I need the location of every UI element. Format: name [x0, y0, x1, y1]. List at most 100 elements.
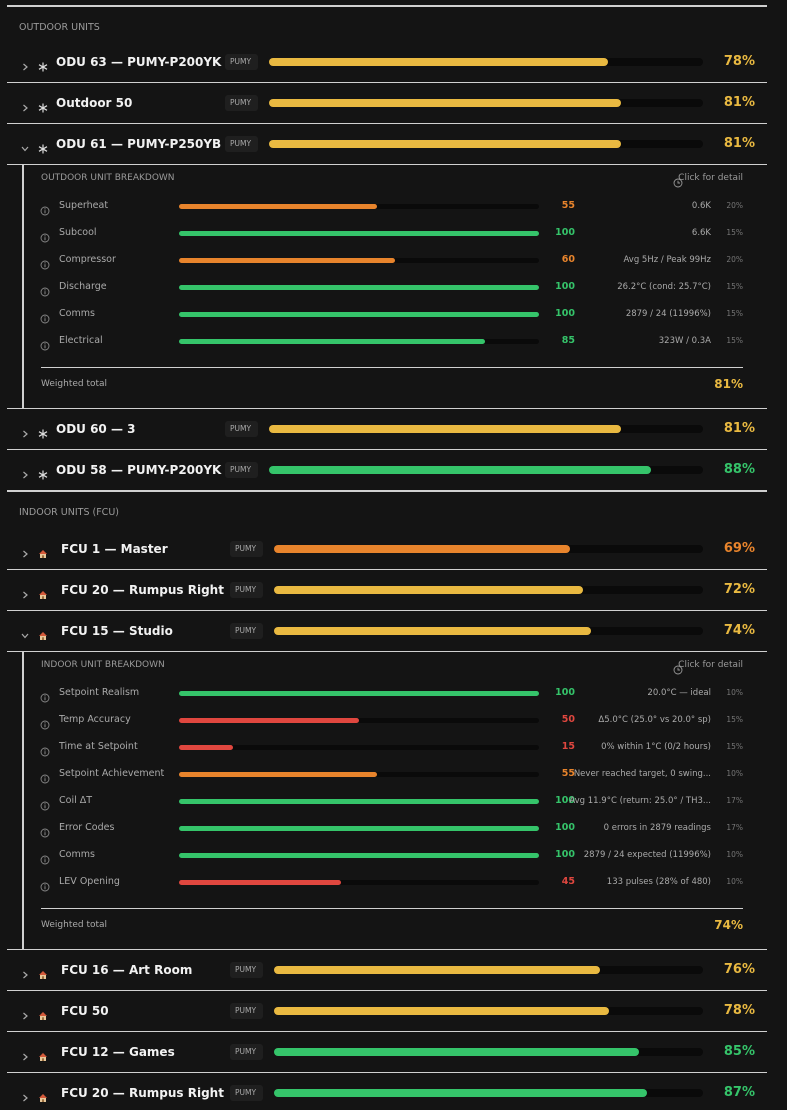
metric-detail: 0.6K [691, 201, 711, 211]
score-bar [274, 586, 583, 594]
metric-bar [179, 825, 539, 831]
unit-tag: PUMY [230, 424, 252, 433]
info-icon [40, 688, 50, 703]
info-icon [40, 850, 50, 865]
score-bar [269, 99, 621, 107]
divider [7, 1072, 767, 1073]
metric-weight: 15% [726, 742, 743, 751]
metric-bar [179, 879, 341, 885]
metric-bar [179, 690, 539, 696]
unit-tag: PUMY [235, 1006, 257, 1015]
divider [7, 490, 767, 492]
chevron [20, 585, 30, 599]
metric-bar [179, 852, 539, 858]
score-bar [269, 466, 651, 474]
breakdown-title: INDOOR UNIT BREAKDOWN [41, 660, 165, 670]
unit-tag: PUMY [235, 965, 257, 974]
metric-detail: Avg 11.9°C (return: 25.0° / TH3... [569, 796, 711, 806]
score-bar [274, 627, 592, 635]
unit-tag: PUMY [235, 626, 257, 635]
unit-score: 78% [723, 1003, 755, 1018]
metric-score: 100 [555, 822, 575, 833]
metric-score: 85 [561, 335, 575, 346]
chevron [20, 98, 30, 112]
unit-name: FCU 15 — Studio [61, 624, 173, 638]
divider [41, 908, 743, 909]
unit-name: Outdoor 50 [56, 96, 133, 110]
unit-icon [38, 139, 48, 154]
metric-label: Discharge [59, 281, 107, 292]
score-bar [274, 1048, 639, 1056]
tag [230, 1085, 263, 1101]
metric-label: LEV Opening [59, 876, 120, 887]
metric-bar [179, 338, 485, 344]
metric-score: 100 [555, 795, 575, 806]
unit-icon [38, 544, 48, 558]
unit-name: FCU 20 — Rumpus Right [61, 583, 224, 597]
breakdown-title: OUTDOOR UNIT BREAKDOWN [41, 173, 175, 183]
metric-bar [179, 744, 233, 750]
tag [230, 623, 263, 639]
unit-score: 72% [723, 582, 755, 597]
unit-icon [38, 465, 48, 480]
unit-score: 81% [723, 136, 755, 151]
info-icon [40, 228, 50, 243]
score-bar [274, 1007, 609, 1015]
clock-icon [673, 173, 683, 188]
unit-icon [38, 585, 48, 599]
chevron [20, 1047, 30, 1061]
tag [230, 962, 263, 978]
unit-name: FCU 12 — Games [61, 1045, 175, 1059]
unit-name: ODU 60 — 3 [56, 422, 136, 436]
unit-name: FCU 16 — Art Room [61, 963, 193, 977]
chevron [20, 465, 30, 479]
metric-bar [179, 798, 539, 804]
unit-score: 74% [723, 623, 755, 638]
divider [7, 1031, 767, 1032]
unit-score: 81% [723, 421, 755, 436]
divider [7, 569, 767, 570]
divider [41, 367, 743, 368]
metric-bar [179, 311, 539, 317]
info-icon [40, 877, 50, 892]
info-icon [40, 715, 50, 730]
info-icon [40, 309, 50, 324]
metric-score: 100 [555, 687, 575, 698]
unit-icon [38, 424, 48, 439]
score-bar [274, 545, 570, 553]
metric-detail: 133 pulses (28% of 480) [606, 877, 711, 887]
tag [225, 136, 258, 152]
divider [7, 949, 767, 950]
unit-icon [38, 57, 48, 72]
metric-detail: 323W / 0.3A [658, 336, 711, 346]
section-title: OUTDOOR UNITS [19, 22, 100, 33]
chevron [20, 626, 30, 639]
bar-track [179, 717, 539, 723]
tag [230, 1003, 263, 1019]
detail-link[interactable]: Click for detail [678, 660, 743, 670]
metric-weight: 15% [726, 715, 743, 724]
metric-label: Electrical [59, 335, 103, 346]
metric-detail: Avg 5Hz / Peak 99Hz [623, 255, 711, 265]
divider [7, 651, 767, 652]
metric-label: Temp Accuracy [59, 714, 131, 725]
metric-score: 100 [555, 308, 575, 319]
total-score: 74% [714, 918, 743, 932]
metric-bar [179, 230, 539, 236]
bar-track [179, 744, 539, 750]
metric-label: Comms [59, 308, 95, 319]
metric-label: Subcool [59, 227, 97, 238]
metric-score: 55 [561, 768, 575, 779]
tag [225, 421, 258, 437]
unit-tag: PUMY [235, 544, 257, 553]
divider [7, 164, 767, 165]
unit-score: 81% [723, 95, 755, 110]
score-bar [269, 425, 621, 433]
total-label: Weighted total [41, 920, 108, 930]
metric-label: Setpoint Achievement [59, 768, 165, 779]
chevron [20, 965, 30, 979]
detail-link[interactable]: Click for detail [678, 173, 743, 183]
unit-name: ODU 61 — PUMY-P250YB [56, 137, 222, 151]
metric-bar [179, 771, 377, 777]
